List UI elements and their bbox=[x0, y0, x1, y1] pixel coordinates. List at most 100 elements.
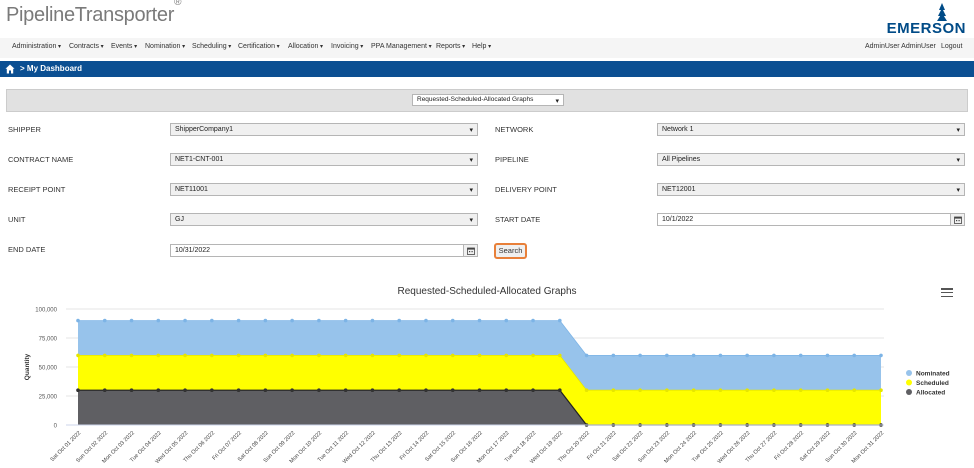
nominated-point bbox=[879, 353, 883, 358]
allocated-point bbox=[879, 423, 883, 427]
nav-administration[interactable]: Administration bbox=[12, 43, 61, 50]
allocated-legend-marker bbox=[906, 389, 912, 395]
nominated-point bbox=[665, 353, 669, 358]
y-tick-label: 100,000 bbox=[35, 308, 57, 314]
logout-link[interactable]: Logout bbox=[941, 43, 963, 50]
x-tick-label: Fri Oct 21 2022 bbox=[586, 430, 618, 462]
nominated-point bbox=[638, 353, 642, 358]
emerson-logo-icon bbox=[937, 3, 947, 21]
network-select[interactable]: Network 1 ▾ bbox=[657, 123, 965, 136]
allocated-point bbox=[424, 388, 428, 393]
chart-menu-icon[interactable] bbox=[941, 288, 953, 298]
x-tick-label: Wed Oct 19 2022 bbox=[529, 430, 564, 465]
scheduled-point bbox=[450, 353, 455, 358]
y-tick-label: 25,000 bbox=[39, 395, 58, 401]
nominated-point bbox=[558, 318, 562, 323]
user-name-link[interactable]: AdminUser AdminUser bbox=[865, 43, 936, 50]
scheduled-point bbox=[477, 353, 482, 358]
x-tick-label: Tue Oct 04 2022 bbox=[129, 430, 163, 464]
scheduled-point bbox=[156, 353, 161, 358]
scheduled-point bbox=[504, 353, 509, 358]
contract-name-label: CONTRACT NAME bbox=[8, 155, 74, 164]
start-date-input[interactable]: 10/1/2022 bbox=[657, 213, 951, 226]
nav-invoicing[interactable]: Invoicing bbox=[331, 43, 363, 50]
nominated-point bbox=[210, 318, 214, 323]
allocated-area bbox=[78, 390, 881, 425]
x-tick-label: Sun Oct 09 2022 bbox=[263, 430, 297, 464]
graph-type-select[interactable]: Requested-Scheduled-Allocated Graphs ▾ bbox=[412, 94, 564, 106]
nominated-point bbox=[263, 318, 268, 323]
nominated-point bbox=[504, 318, 509, 323]
nominated-area bbox=[78, 320, 881, 425]
contract-name-select[interactable]: NET1-CNT-001 ▾ bbox=[170, 153, 478, 166]
allocated-point bbox=[210, 388, 214, 393]
nav-scheduling[interactable]: Scheduling bbox=[192, 43, 231, 50]
scheduled-point bbox=[210, 353, 214, 358]
nominated-legend-label: Nominated bbox=[916, 370, 950, 377]
nav-reports[interactable]: Reports bbox=[436, 43, 465, 50]
allocated-line bbox=[78, 389, 881, 426]
scheduled-point bbox=[370, 353, 375, 358]
y-axis-label: Quantity bbox=[24, 353, 31, 380]
nav-help[interactable]: Help bbox=[472, 43, 491, 50]
nominated-point bbox=[772, 353, 776, 358]
delivery-point-select[interactable]: NET12001 ▾ bbox=[657, 183, 965, 196]
allocated-point bbox=[504, 388, 509, 393]
x-tick-label: Mon Oct 31 2022 bbox=[851, 430, 886, 465]
allocated-point bbox=[263, 388, 268, 393]
allocated-point bbox=[638, 423, 642, 427]
scheduled-point bbox=[263, 353, 268, 358]
pipeline-label: PIPELINE bbox=[495, 155, 529, 164]
nominated-point bbox=[290, 318, 294, 323]
scheduled-point bbox=[825, 388, 830, 393]
allocated-point bbox=[798, 423, 803, 427]
pipeline-select[interactable]: All Pipelines ▾ bbox=[657, 153, 965, 166]
x-tick-label: Sat Oct 08 2022 bbox=[237, 430, 270, 463]
scheduled-point bbox=[236, 353, 241, 358]
scheduled-point bbox=[397, 353, 402, 358]
allocated-point bbox=[772, 423, 776, 427]
end-date-input[interactable]: 10/31/2022 bbox=[170, 244, 464, 257]
scheduled-point bbox=[798, 388, 803, 393]
x-tick-label: Thu Oct 20 2022 bbox=[557, 430, 591, 464]
scheduled-point bbox=[76, 353, 80, 358]
allocated-point bbox=[450, 388, 455, 393]
x-tick-label: Thu Oct 13 2022 bbox=[370, 430, 404, 464]
brand-name: EMERSON bbox=[886, 20, 966, 37]
x-tick-label: Sat Oct 22 2022 bbox=[612, 430, 645, 463]
nominated-point bbox=[183, 318, 187, 323]
scheduled-point bbox=[611, 388, 616, 393]
nav-contracts[interactable]: Contracts bbox=[69, 43, 104, 50]
unit-select[interactable]: GJ ▾ bbox=[170, 213, 478, 226]
y-tick-label: 75,000 bbox=[39, 337, 58, 343]
shipper-select[interactable]: ShipperCompany1 ▾ bbox=[170, 123, 478, 136]
x-tick-label: Mon Oct 03 2022 bbox=[101, 430, 136, 465]
nominated-point bbox=[825, 353, 830, 358]
nav-allocation[interactable]: Allocation bbox=[288, 43, 323, 50]
allocated-point bbox=[343, 388, 348, 393]
nav-nomination[interactable]: Nomination bbox=[145, 43, 185, 50]
receipt-point-select[interactable]: NET11001 ▾ bbox=[170, 183, 478, 196]
scheduled-point bbox=[745, 388, 749, 393]
nominated-point bbox=[343, 318, 348, 323]
nav-certification[interactable]: Certification bbox=[238, 43, 280, 50]
x-tick-label: Thu Oct 27 2022 bbox=[745, 430, 779, 464]
start-date-calendar-icon[interactable] bbox=[950, 213, 965, 226]
chart-title: Requested-Scheduled-Allocated Graphs bbox=[397, 286, 577, 297]
allocated-point bbox=[102, 388, 107, 393]
scheduled-point bbox=[343, 353, 348, 358]
nav-ppa-management[interactable]: PPA Management bbox=[371, 43, 432, 50]
nominated-point bbox=[397, 318, 402, 323]
allocated-point bbox=[156, 388, 161, 393]
home-icon[interactable] bbox=[5, 64, 15, 74]
nominated-point bbox=[798, 353, 803, 358]
search-button[interactable]: Search bbox=[494, 243, 527, 259]
allocated-point bbox=[691, 423, 696, 427]
breadcrumb-current: > My Dashboard bbox=[20, 64, 83, 73]
app-logo[interactable]: PipelineTransporter® bbox=[6, 0, 182, 26]
nominated-point bbox=[76, 318, 80, 323]
nav-events[interactable]: Events bbox=[111, 43, 137, 50]
end-date-calendar-icon[interactable] bbox=[463, 244, 478, 257]
x-tick-label: Sat Oct 01 2022 bbox=[50, 430, 83, 463]
nominated-point bbox=[611, 353, 616, 358]
